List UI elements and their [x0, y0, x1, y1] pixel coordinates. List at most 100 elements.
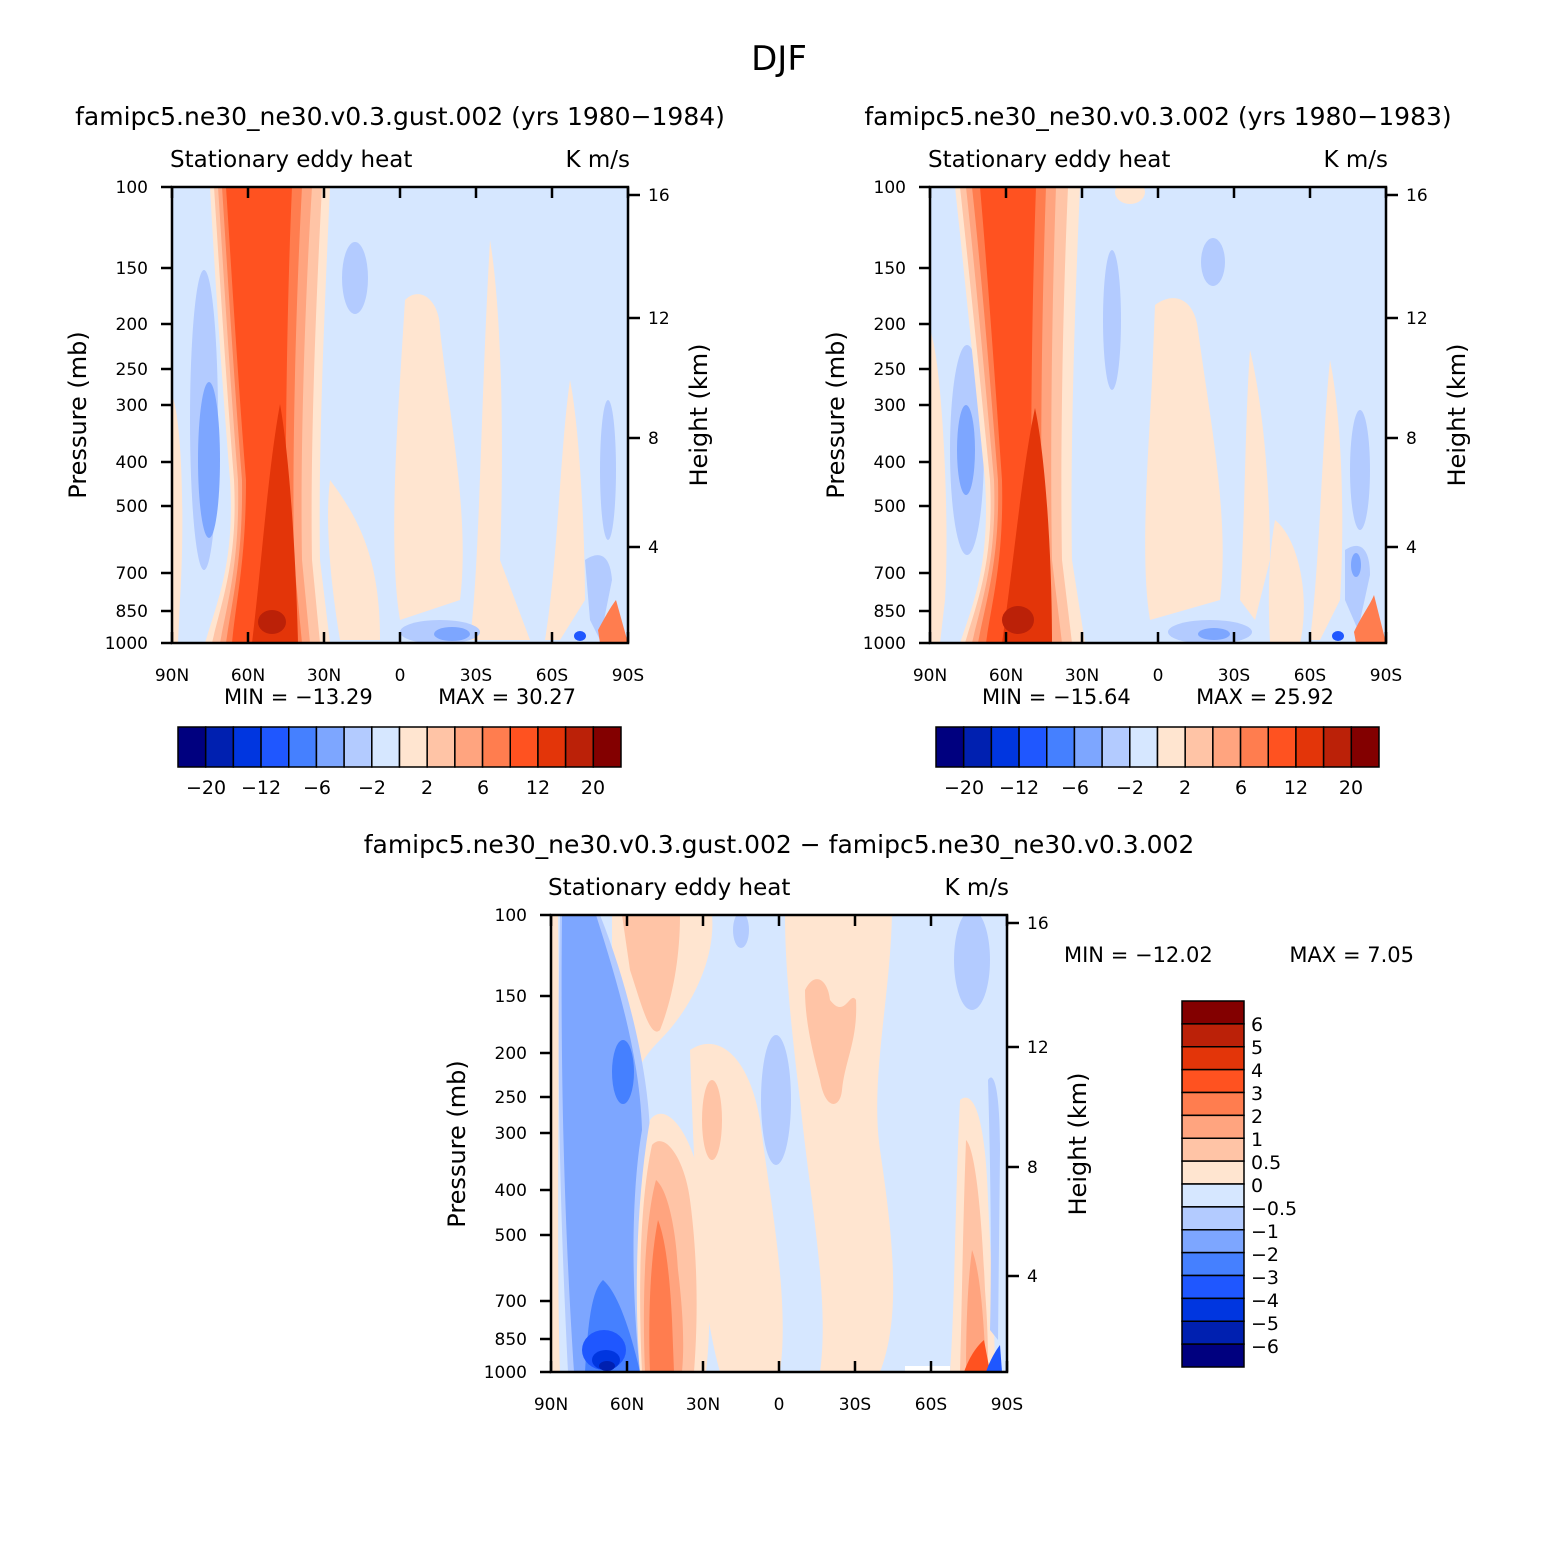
figure-title: DJF — [751, 39, 807, 79]
colorbar-swatch — [1181, 1206, 1245, 1231]
colorbar-swatch — [1184, 726, 1214, 768]
y-tick-label: 700 — [495, 1292, 527, 1312]
colorbar-swatch — [1073, 726, 1103, 768]
y-tick-label: 300 — [116, 396, 148, 416]
x-tick-label: 30N — [686, 1395, 720, 1415]
colorbar-swatch — [1181, 1046, 1245, 1071]
colorbar-swatch — [990, 726, 1020, 768]
left-subtitle: Stationary eddy heat — [548, 875, 790, 901]
x-tick-label: 60S — [536, 666, 568, 686]
x-tick-label: 30S — [1218, 666, 1250, 686]
colorbar-swatch — [1181, 1251, 1245, 1277]
colorbar — [177, 726, 622, 768]
colorbar-swatch — [1181, 1297, 1245, 1322]
colorbar-label: −6 — [1061, 777, 1089, 799]
y-tick-label: 400 — [874, 453, 906, 473]
colorbar-label: 2 — [1251, 1106, 1263, 1128]
colorbar-swatch — [1181, 1160, 1245, 1185]
colorbar-labels: −20 −12 −6 −2 2 6 12 20 — [186, 777, 605, 799]
min-label: MIN = −13.29 — [224, 685, 373, 709]
colorbar-swatch — [1101, 726, 1131, 768]
y-axis-label: Pressure (mb) — [443, 1060, 471, 1227]
colorbar-label: −12 — [999, 777, 1039, 799]
colorbar-swatch — [371, 726, 401, 768]
colorbar-label: 2 — [421, 777, 433, 799]
y-tick-label: 300 — [874, 396, 906, 416]
colorbar-swatch — [1181, 1068, 1245, 1094]
colorbar-label: 6 — [477, 777, 489, 799]
colorbar-swatch — [177, 726, 207, 768]
y-tick-label: 100 — [874, 178, 906, 198]
y-tick-label: 100 — [495, 906, 527, 926]
y2-tick-label: 4 — [1027, 1267, 1038, 1287]
colorbar-label: −0.5 — [1251, 1198, 1297, 1220]
colorbar-label: 6 — [1251, 1014, 1263, 1036]
x-tick-label: 90N — [913, 666, 947, 686]
colorbar-swatch — [1046, 726, 1076, 768]
colorbar-label: 2 — [1179, 777, 1191, 799]
y2-tick-label: 12 — [648, 309, 670, 329]
colorbar-swatch — [1156, 726, 1186, 768]
colorbar-swatch — [260, 726, 290, 768]
colorbar-label: −1 — [1251, 1221, 1279, 1243]
y2-axis: 16 12 8 4 Height (km) — [1007, 914, 1092, 1287]
colorbar-swatch — [454, 726, 484, 768]
colorbar-label: 5 — [1251, 1037, 1263, 1059]
colorbar-swatch — [1181, 1320, 1245, 1345]
max-label: MAX = 30.27 — [438, 685, 576, 709]
x-tick-label: 0 — [395, 666, 406, 686]
colorbar-swatch — [1267, 726, 1297, 768]
y-tick-label: 250 — [874, 360, 906, 380]
y-axis: 100 150 200 250 300 400 500 700 850 1000… — [443, 906, 551, 1383]
colorbar-swatch — [343, 726, 373, 768]
y2-tick-label: 16 — [1406, 186, 1428, 206]
x-tick-label: 90S — [991, 1395, 1023, 1415]
left-subtitle: Stationary eddy heat — [928, 147, 1170, 173]
colorbar-label: 0.5 — [1251, 1152, 1281, 1174]
y2-tick-label: 8 — [1027, 1158, 1038, 1178]
colorbar — [1181, 1000, 1245, 1368]
contour-field — [930, 187, 1386, 643]
colorbar-label: 20 — [581, 777, 605, 799]
y-tick-label: 400 — [116, 453, 148, 473]
colorbar-swatch — [398, 726, 428, 768]
colorbar-label: −2 — [1251, 1244, 1279, 1266]
x-tick-label: 90N — [155, 666, 189, 686]
colorbar-swatch — [1181, 1137, 1245, 1162]
y2-tick-label: 4 — [648, 538, 659, 558]
y2-axis-label: Height (km) — [685, 344, 713, 487]
colorbar-swatch — [426, 726, 456, 768]
y2-tick-label: 16 — [648, 186, 670, 206]
y-tick-label: 150 — [116, 259, 148, 279]
max-label: MAX = 25.92 — [1196, 685, 1334, 709]
y2-tick-label: 8 — [648, 429, 659, 449]
x-tick-label: 60S — [1294, 666, 1326, 686]
x-tick-label: 30N — [307, 666, 341, 686]
colorbar-swatch — [204, 726, 235, 768]
colorbar-label: 4 — [1251, 1060, 1263, 1082]
y2-axis: 16 12 8 4 Height (km) — [1386, 186, 1471, 558]
colorbar-swatch — [1018, 726, 1048, 768]
colorbar-swatch — [1239, 726, 1269, 768]
colorbar-swatch — [315, 726, 345, 768]
colorbar-labels: 6 5 4 3 2 1 0.5 0 −0.5 −1 −2 −3 −4 −5 −6 — [1251, 1014, 1297, 1358]
colorbar-swatch — [1181, 1274, 1245, 1300]
y-tick-label: 200 — [116, 315, 148, 335]
colorbar-label: −4 — [1251, 1290, 1279, 1312]
y-tick-label: 700 — [116, 564, 148, 584]
panel-title: famipc5.ne30_ne30.v0.3.gust.002 − famipc… — [364, 830, 1195, 859]
colorbar-swatch — [1212, 726, 1242, 768]
x-axis: 90N 60N 30N 0 30S 60S 90S — [155, 187, 644, 686]
colorbar — [935, 726, 1380, 768]
x-tick-label: 60N — [610, 1395, 644, 1415]
panel-title: famipc5.ne30_ne30.v0.3.002 (yrs 1980−198… — [864, 102, 1451, 131]
x-tick-label: 30N — [1065, 666, 1099, 686]
x-tick-label: 90S — [612, 666, 644, 686]
panel-difference: famipc5.ne30_ne30.v0.3.gust.002 − famipc… — [364, 830, 1414, 1415]
colorbar-swatch — [962, 726, 993, 768]
colorbar-label: 12 — [526, 777, 550, 799]
colorbar-label: 3 — [1251, 1083, 1263, 1105]
units-label: K m/s — [1323, 147, 1388, 173]
contour-field — [172, 187, 628, 643]
